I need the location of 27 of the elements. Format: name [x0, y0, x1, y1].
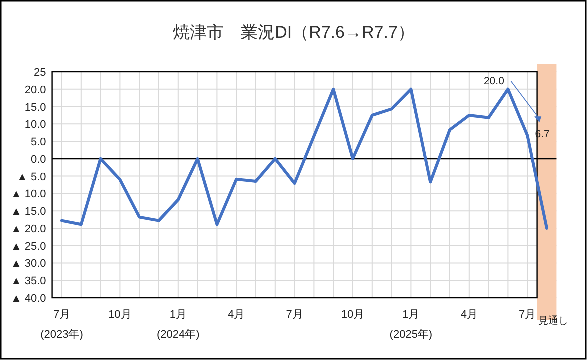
y-tick-label: ▲ 40.0 — [10, 293, 46, 305]
x-tick-label: 4月 — [228, 309, 246, 321]
x-tick-label: 10月 — [108, 309, 132, 321]
y-tick-label: 25 — [34, 67, 46, 79]
y-tick-label: 0.0 — [31, 154, 46, 166]
y-tick-label: ▲ 35.0 — [10, 276, 46, 288]
x-tick-label: 1月 (2024年) — [157, 309, 200, 341]
y-tick-label: ▲ 20.0 — [10, 223, 46, 236]
chart-title: 焼津市 業況DI（R7.6→R7.7） — [173, 23, 415, 42]
y-tick-label: ▲ 25.0 — [10, 240, 46, 253]
line-series — [60, 88, 548, 230]
y-tick-label: ▲ 30.0 — [10, 258, 46, 270]
x-tick-label: 10月 — [341, 309, 365, 321]
x-tick-label: 4月 — [460, 309, 478, 321]
y-tick-label: ▲ 15.0 — [10, 206, 46, 218]
y-tick-label: ▲ 5.0 — [17, 171, 46, 184]
x-tick-label: 7月 — [286, 309, 304, 321]
x-tick-label: 1月 (2025年) — [390, 309, 433, 341]
y-tick-label: 5.0 — [31, 136, 46, 149]
data-label: 20.0 — [484, 75, 505, 88]
y-tick-label: ▲ 10.0 — [10, 188, 46, 201]
x-tick-label: 7月 — [519, 309, 536, 321]
y-tick-label: 15.0 — [24, 102, 46, 114]
y-tick-label: 10.0 — [24, 119, 46, 132]
x-tick-label: 見通し — [538, 315, 568, 327]
y-tick-label: 20.0 — [24, 84, 46, 96]
x-tick-label: 7月 (2023年) — [40, 309, 84, 341]
